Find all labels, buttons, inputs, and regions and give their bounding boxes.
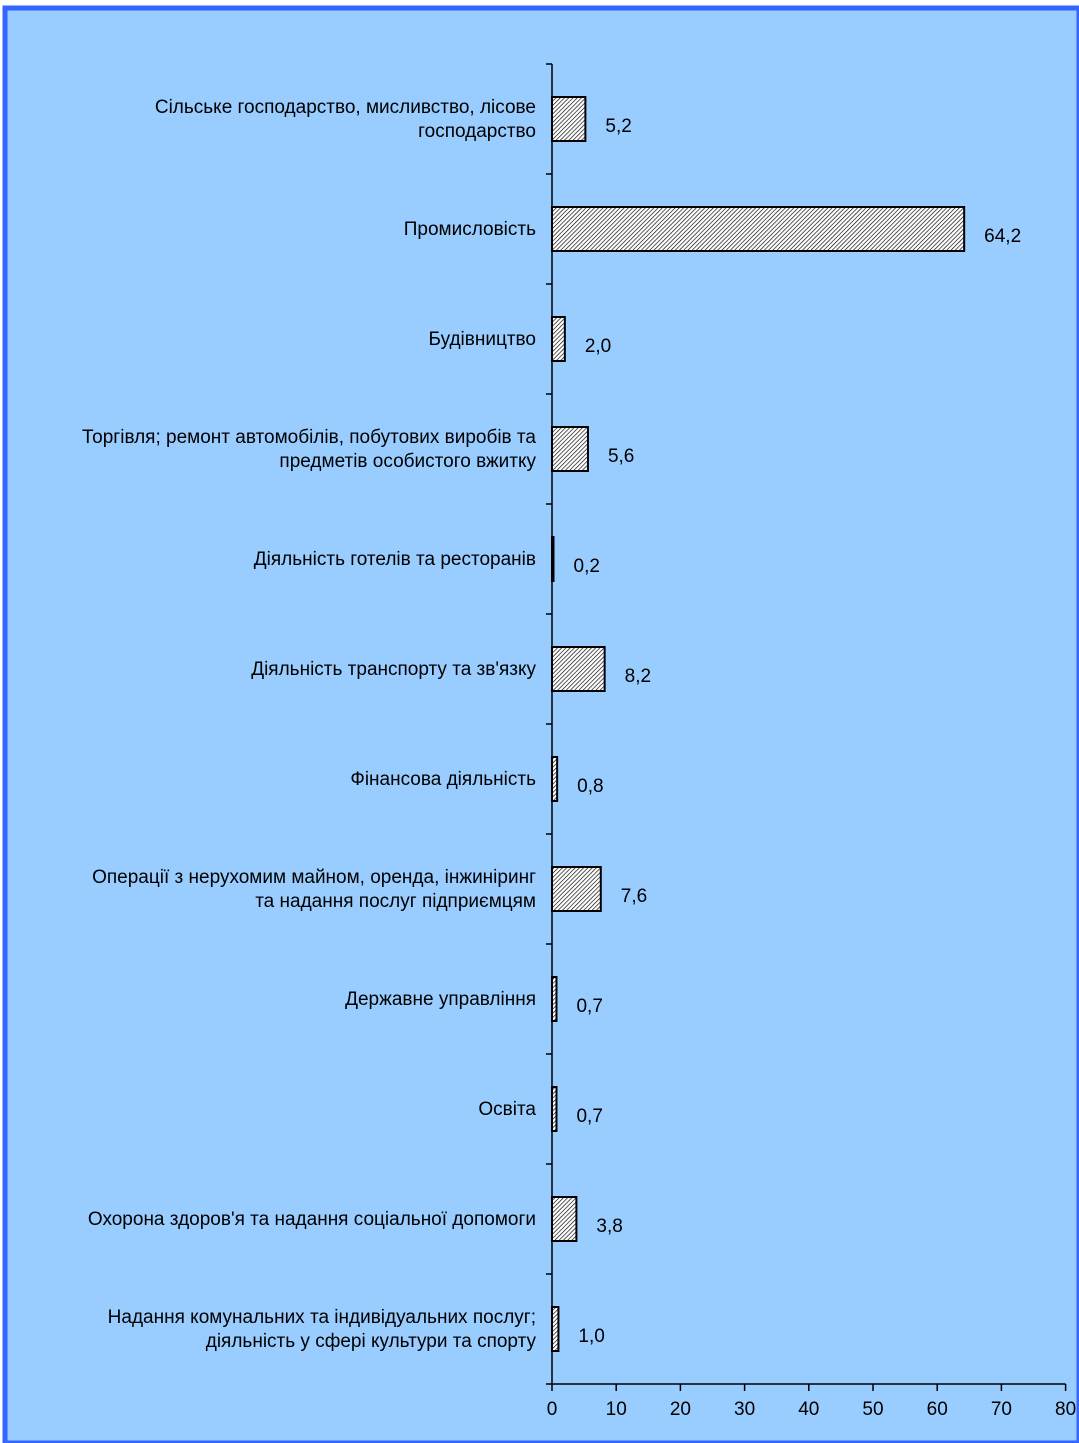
axis-layer: 0 10 20 30 40 50 60 70 80	[546, 63, 1076, 1420]
category-label-3: Будівництво	[429, 329, 536, 350]
category-label-2: Промисловість	[404, 219, 536, 240]
category-label-10: Освіта	[478, 1099, 536, 1120]
value-label-2: 64,2	[984, 226, 1021, 247]
category-label-8-line-1: Операції з нерухомим майном, оренда, інж…	[92, 867, 536, 888]
bar-11	[551, 1196, 578, 1242]
value-label-10: 0,7	[576, 1106, 602, 1127]
category-label-4-line-1: Торгівля; ремонт автомобілів, побутових …	[82, 427, 536, 448]
value-label-6: 8,2	[625, 666, 651, 687]
tick-label-40: 40	[798, 1399, 819, 1420]
category-label-7: Фінансова діяльність	[350, 769, 536, 790]
tick-label-50: 50	[862, 1399, 883, 1420]
bar-6	[551, 646, 606, 692]
category-label-9: Державне управління	[345, 989, 536, 1010]
bar-12	[551, 1306, 560, 1352]
value-label-9: 0,7	[576, 996, 602, 1017]
tick-label-20: 20	[670, 1399, 691, 1420]
value-label-8: 7,6	[621, 886, 647, 907]
bar-8	[551, 866, 602, 912]
category-label-12-line-1: Надання комунальних та індивідуальних по…	[108, 1307, 536, 1328]
bar-1	[551, 96, 587, 142]
tick-label-10: 10	[606, 1399, 627, 1420]
category-label-12-line-2: діяльність у сфері культури та спорту	[206, 1331, 537, 1352]
bar-2	[551, 206, 966, 252]
value-label-4: 5,6	[608, 446, 634, 467]
labels-layer: Сільське господарство, мисливство, лісов…	[82, 97, 1021, 1352]
value-label-12: 1,0	[578, 1326, 604, 1347]
value-label-1: 5,2	[605, 116, 631, 137]
value-label-7: 0,8	[577, 776, 603, 797]
tick-label-70: 70	[991, 1399, 1012, 1420]
bar-4	[551, 426, 589, 472]
value-label-5: 0,2	[574, 556, 600, 577]
category-label-1-line-1: Сільське господарство, мисливство, лісов…	[155, 97, 536, 118]
tick-label-80: 80	[1055, 1399, 1076, 1420]
category-label-6: Діяльність транспорту та зв'язку	[251, 659, 536, 680]
tick-label-60: 60	[927, 1399, 948, 1420]
bar-3	[551, 316, 566, 362]
category-label-5: Діяльність готелів та ресторанів	[254, 549, 536, 570]
value-label-11: 3,8	[596, 1216, 622, 1237]
category-label-8-line-2: та надання послуг підприємцям	[255, 891, 536, 912]
category-label-1-line-2: господарство	[418, 121, 536, 142]
category-label-11: Охорона здоров'я та надання соціальної д…	[88, 1209, 536, 1230]
bar-7	[551, 756, 559, 802]
value-label-3: 2,0	[585, 336, 611, 357]
tick-label-0: 0	[547, 1399, 558, 1420]
category-label-4-line-2: предметів особистого вжитку	[279, 451, 536, 472]
tick-label-30: 30	[734, 1399, 755, 1420]
